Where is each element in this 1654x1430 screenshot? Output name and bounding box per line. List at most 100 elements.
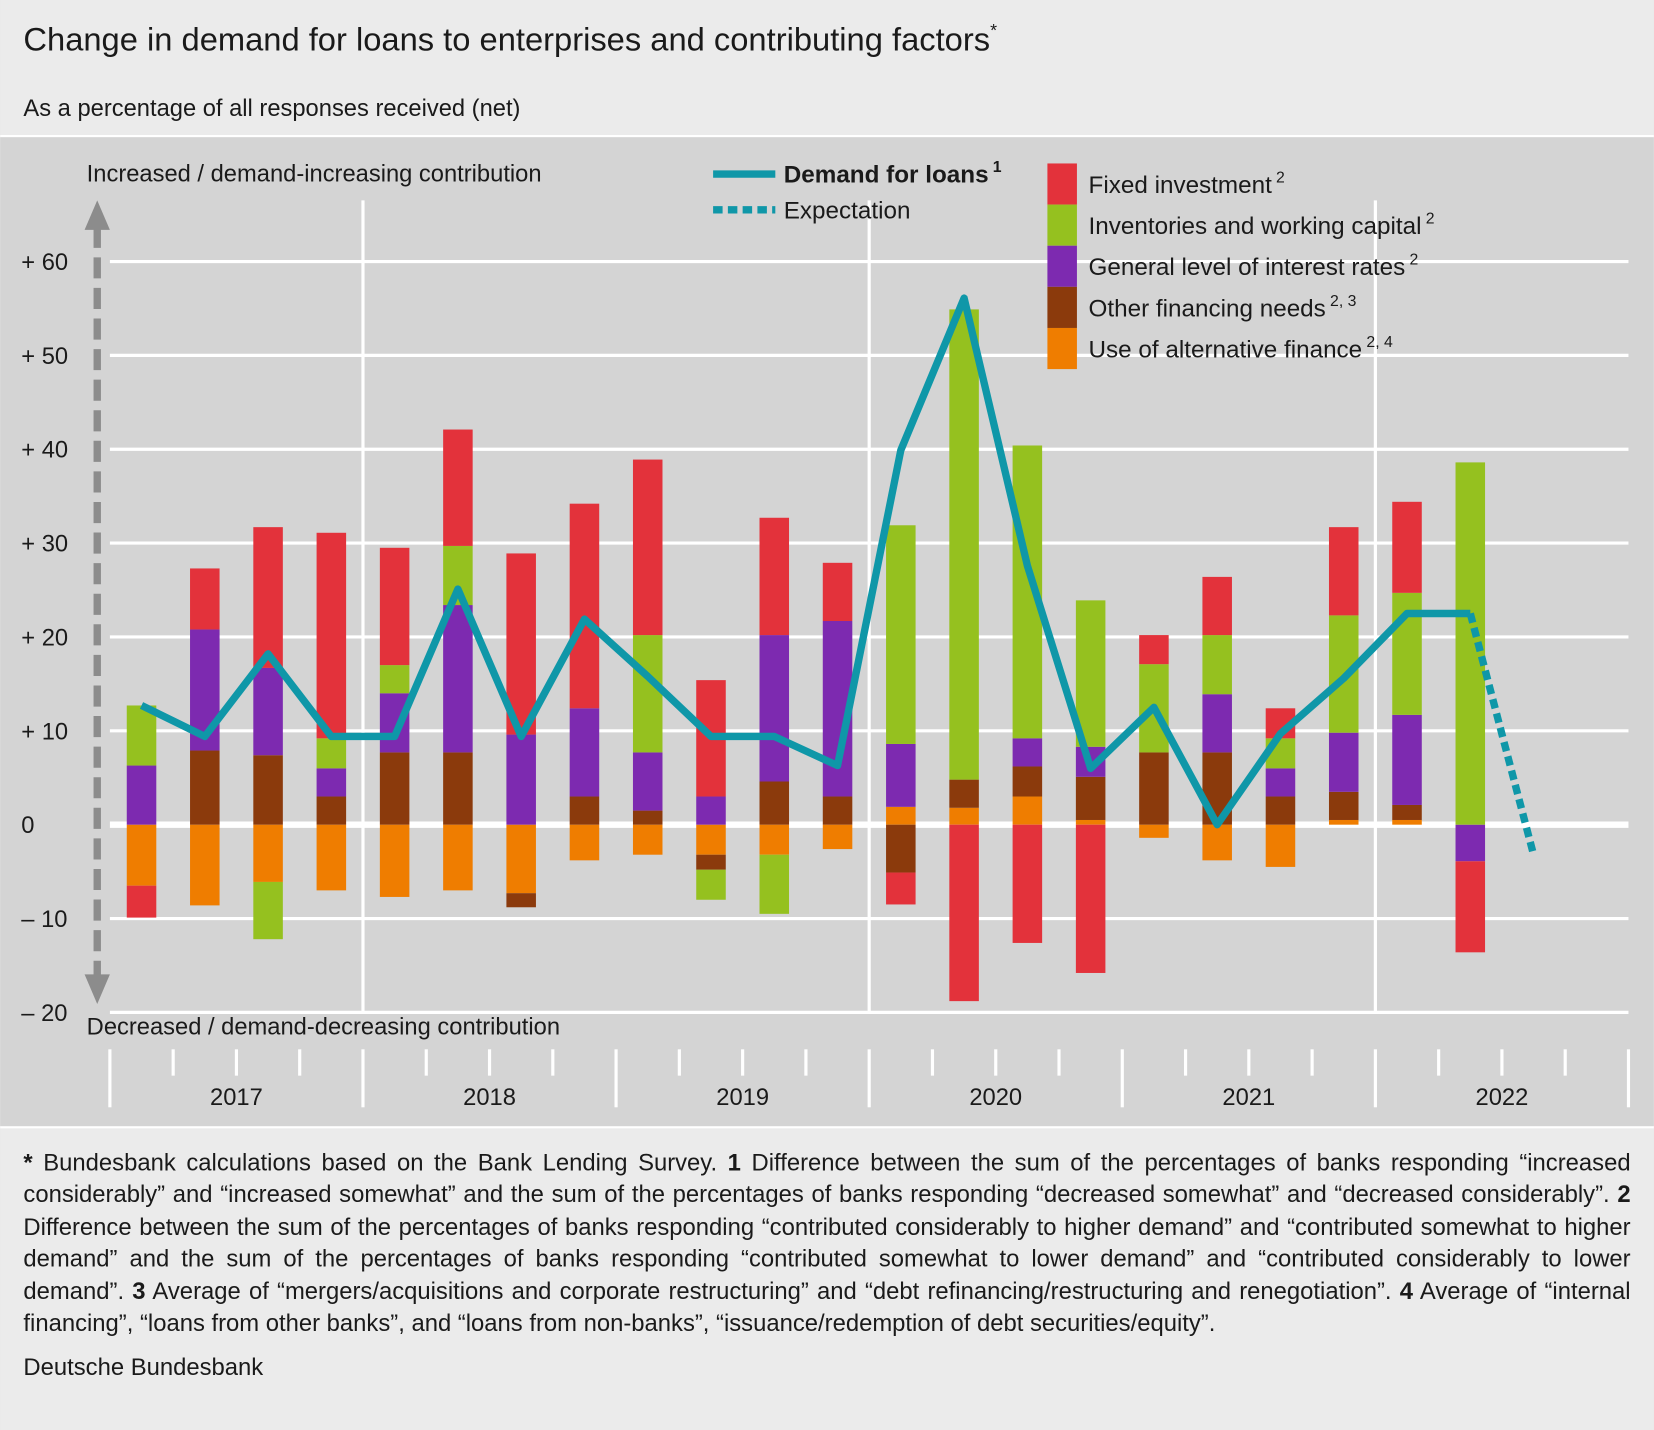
bar-segment (379, 752, 410, 825)
bar-segment (190, 568, 220, 630)
demand-line (139, 294, 1471, 829)
bar-segment (696, 869, 726, 900)
title-text: Change in demand for loans to enterprise… (23, 21, 990, 58)
legend-footnote-ref: 2, 3 (1330, 293, 1357, 310)
y-tick-label: + 60 (21, 250, 68, 276)
x-tick-label: 2020 (969, 1085, 1022, 1111)
bar-segment (696, 854, 726, 870)
bar-segment (1328, 527, 1359, 616)
bar-segment (822, 824, 853, 850)
legend-name: General level of interest rates (1089, 254, 1406, 281)
bar-segment (886, 525, 916, 744)
bar-segment (253, 527, 283, 668)
bar-segment (316, 532, 347, 739)
bar-segment (379, 693, 410, 753)
bar-segment (1265, 796, 1296, 825)
bar-segment (759, 824, 790, 855)
bar-segment (253, 667, 283, 756)
bar-segment (506, 893, 536, 908)
bar-segment (569, 708, 600, 797)
bar-segment (443, 752, 473, 825)
x-tick-label: 2022 (1476, 1085, 1529, 1111)
bar-segment (1075, 776, 1106, 820)
bar-segment (886, 872, 916, 905)
bar-segment (632, 752, 663, 811)
legend-swatch (1047, 327, 1077, 370)
source: Deutsche Bundesbank (23, 1354, 264, 1381)
bar-segment (379, 547, 410, 666)
legend-name: Use of alternative finance (1089, 337, 1363, 364)
bar-segment (316, 824, 347, 891)
bars (126, 309, 1486, 1002)
legend-name: Demand for loans (784, 161, 989, 188)
bar-segment (443, 429, 473, 546)
legend-label: Other financing needs 2, 3 (1089, 293, 1357, 323)
bar-segment (1202, 576, 1232, 636)
arrow-head (84, 974, 110, 1004)
bar-segment (1139, 635, 1169, 665)
y-tick-label: + 30 (21, 532, 68, 558)
legend-footnote-ref: 2, 4 (1366, 334, 1393, 351)
arrow-head (84, 200, 110, 230)
bar-segment (126, 885, 157, 918)
note-marker: 4 (1399, 1277, 1414, 1305)
legend-footnote-ref: 2 (1426, 211, 1435, 228)
y-tick-label: 0 (21, 813, 34, 839)
bar-segment (443, 824, 473, 891)
bar-segment (1328, 732, 1359, 792)
bar-segment (190, 750, 220, 825)
legend-swatch (1047, 286, 1077, 328)
legend: Demand for loans 1 Expectation Fixed invest… (713, 159, 1435, 370)
x-tick-label: 2019 (716, 1085, 769, 1111)
bar-segment (569, 503, 600, 709)
bar-segment (1202, 635, 1232, 695)
legend-footnote-ref: 1 (993, 159, 1002, 176)
bar-segment (1455, 861, 1486, 953)
bar-segment (1012, 796, 1043, 825)
footnote-block: * Bundesbank calculations based on the B… (23, 1147, 1630, 1384)
bar-segment (822, 562, 853, 622)
legend-swatch (1047, 204, 1077, 246)
expectation-line (1466, 612, 1538, 856)
bar-segment (253, 755, 283, 825)
legend-footnote-ref: 2 (1276, 169, 1285, 186)
bar-segment (949, 779, 979, 808)
bar-segment (632, 635, 663, 753)
bar-segment (632, 459, 663, 636)
bar-segment (506, 734, 536, 825)
bar-segment (1392, 804, 1422, 820)
legend-swatch (1047, 163, 1077, 205)
bar-segment (1012, 738, 1043, 767)
bar-segment (1455, 824, 1486, 862)
legend-label: General level of interest rates 2 (1089, 252, 1419, 282)
legend-swatch (1047, 245, 1077, 287)
note-marker: * (23, 1149, 33, 1176)
upper-label: Increased / demand-increasing contributi… (87, 161, 542, 187)
legend-name: Expectation (784, 197, 911, 224)
bar-segment (1139, 824, 1169, 838)
note-text: Bundesbank calculations based on the Ban… (43, 1149, 718, 1176)
bar-segment (1265, 768, 1296, 797)
legend-name: Fixed investment (1089, 172, 1273, 199)
y-tick-label: + 20 (21, 625, 68, 651)
bar-segment (1202, 824, 1232, 861)
direction-arrow (84, 200, 110, 1004)
legend-label: Fixed investment 2 (1089, 169, 1285, 199)
bar-segment (1392, 714, 1422, 805)
bar-segment (822, 796, 853, 825)
legend-label: Demand for loans 1 (784, 159, 1002, 189)
note-text: Average of “internal financing”, “loans … (23, 1277, 1631, 1337)
bar-segment (949, 309, 979, 780)
bar-segment (1139, 752, 1169, 825)
bar-segment (190, 824, 220, 906)
bar-segment (1075, 824, 1106, 973)
y-tick-label: + 10 (21, 719, 68, 745)
note-marker: 2 (1617, 1181, 1631, 1208)
bar-segment (253, 824, 283, 882)
bar-segment (1202, 694, 1232, 753)
lower-label: Decreased / demand-decreasing contributi… (87, 1015, 560, 1041)
subtitle: As a percentage of all responses receive… (23, 96, 520, 122)
legend-label: Use of alternative finance 2, 4 (1089, 334, 1393, 364)
bar-segment (886, 824, 916, 873)
bar-segment (759, 635, 790, 782)
